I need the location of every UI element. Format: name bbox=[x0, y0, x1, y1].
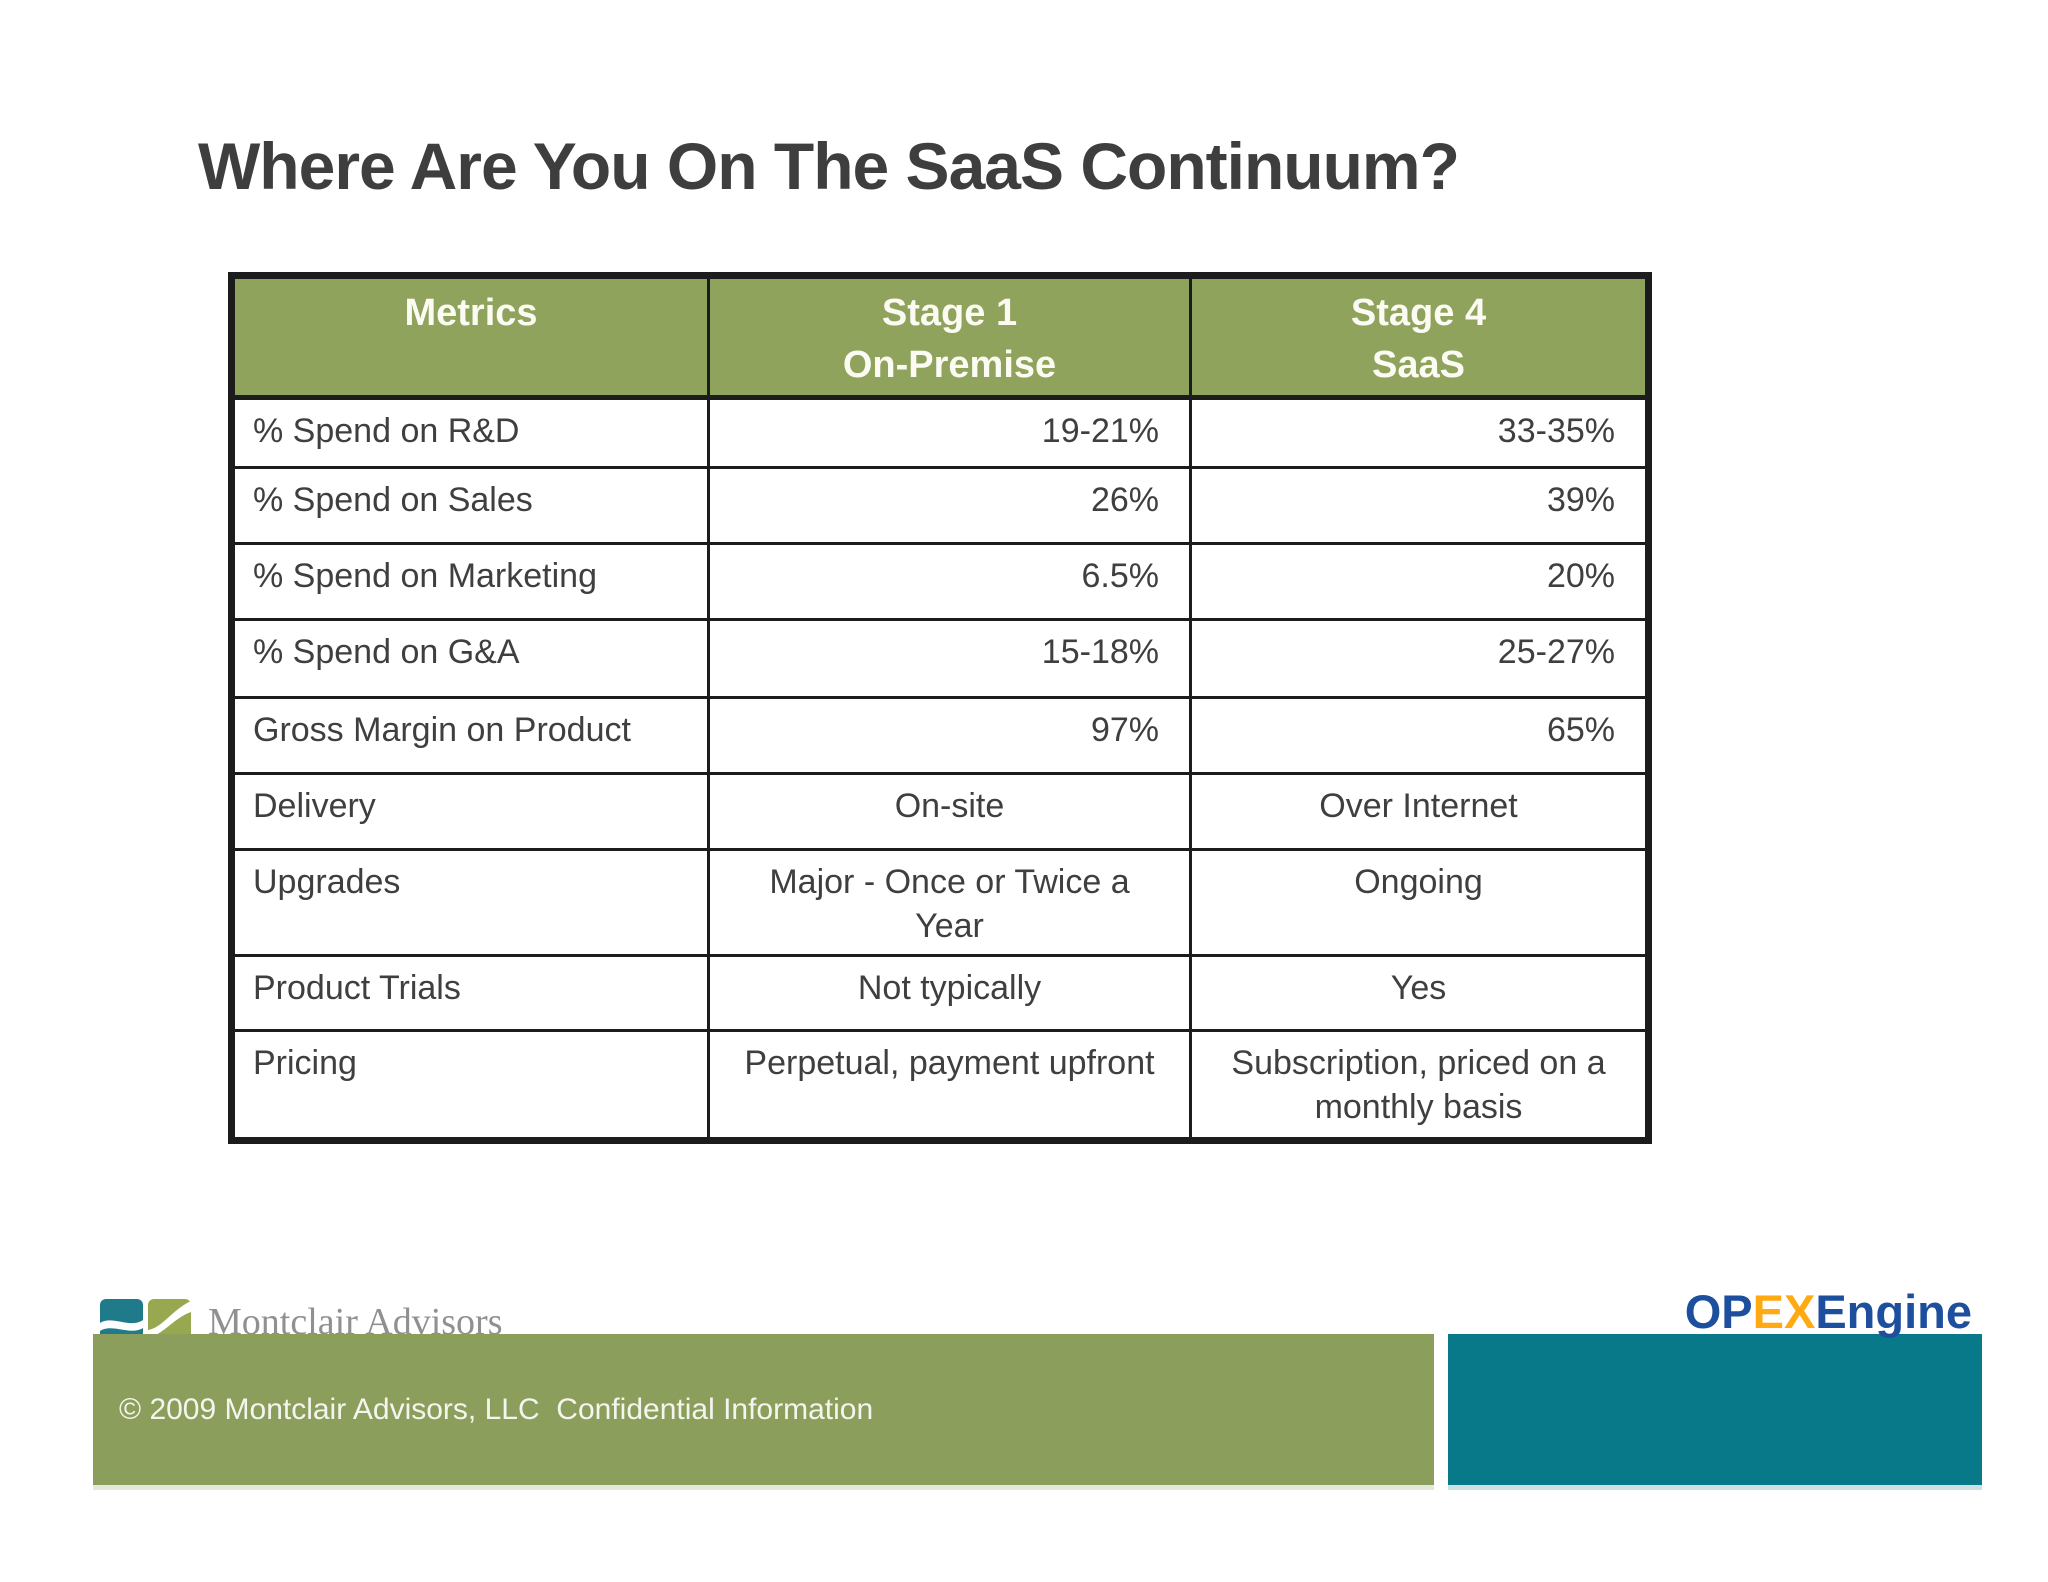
table-row: Delivery On-site Over Internet bbox=[230, 772, 1650, 851]
stage4-value-cell: Yes bbox=[1189, 954, 1650, 1032]
comparison-table-container: Metrics Stage 1 On-Premise Stage 4 SaaS % Sp… bbox=[228, 272, 1652, 1144]
stage4-value-cell: 65% bbox=[1189, 696, 1650, 775]
montclair-logo-icon bbox=[100, 1299, 191, 1345]
table-header-line: Stage 1 bbox=[881, 292, 1018, 334]
stage1-value-cell: Major - Once or Twice a Year bbox=[707, 848, 1192, 957]
opex-logo-part-op: OP bbox=[1684, 1285, 1753, 1338]
table-body: % Spend on R&D 19-21% 33-35%% Spend on Sal… bbox=[230, 396, 1650, 1142]
metric-cell: Delivery bbox=[230, 772, 710, 851]
opexengine-logo: OPEXEngine bbox=[1685, 1284, 1972, 1339]
slide-title: Where Are You On The SaaS Continuum? bbox=[198, 129, 1460, 203]
stage1-value-cell: Perpetual, payment upfront bbox=[707, 1029, 1192, 1142]
metric-cell: % Spend on Marketing bbox=[230, 542, 710, 621]
table-row: Upgrades Major - Once or Twice a Year Ongo… bbox=[230, 848, 1650, 957]
stage4-value-cell: 20% bbox=[1189, 542, 1650, 621]
metric-cell: Upgrades bbox=[230, 848, 710, 957]
stage1-value-cell: Not typically bbox=[707, 954, 1192, 1032]
table-header-line: On-Premise bbox=[842, 344, 1057, 386]
table-row: % Spend on Marketing 6.5% 20% bbox=[230, 542, 1650, 621]
saas-comparison-table: Metrics Stage 1 On-Premise Stage 4 SaaS % Sp… bbox=[228, 272, 1652, 1144]
table-header-line: SaaS bbox=[1372, 344, 1465, 386]
stage1-value-cell: 97% bbox=[707, 696, 1192, 775]
stage1-value-cell: 15-18% bbox=[707, 618, 1192, 699]
table-header-cell: Metrics bbox=[230, 274, 710, 400]
stage4-value-cell: Ongoing bbox=[1189, 848, 1650, 957]
table-row: Gross Margin on Product 97% 65% bbox=[230, 696, 1650, 775]
table-header-cell: Stage 4 SaaS bbox=[1189, 274, 1650, 400]
stage4-value-cell: 25-27% bbox=[1189, 618, 1650, 699]
table-header-line: Metrics bbox=[404, 292, 538, 334]
table-row: % Spend on R&D 19-21% 33-35% bbox=[230, 396, 1650, 469]
table-row: Product Trials Not typically Yes bbox=[230, 954, 1650, 1032]
metric-cell: Product Trials bbox=[230, 954, 710, 1032]
table-header: Metrics Stage 1 On-Premise Stage 4 SaaS bbox=[230, 274, 1650, 400]
metric-cell: % Spend on R&D bbox=[230, 396, 710, 469]
stage4-value-cell: 33-35% bbox=[1189, 396, 1650, 469]
stage1-value-cell: 26% bbox=[707, 466, 1192, 545]
table-header-row: Metrics Stage 1 On-Premise Stage 4 SaaS bbox=[230, 274, 1650, 400]
table-header-line: Stage 4 bbox=[1350, 292, 1487, 334]
opex-logo-part-engine: Engine bbox=[1815, 1285, 1972, 1338]
table-row: % Spend on Sales 26% 39% bbox=[230, 466, 1650, 545]
stage4-value-cell: Subscription, priced on a monthly basis bbox=[1189, 1029, 1650, 1142]
metric-cell: % Spend on Sales bbox=[230, 466, 710, 545]
opex-logo-part-ex: EX bbox=[1752, 1285, 1816, 1338]
table-row: Pricing Perpetual, payment upfront Subscri… bbox=[230, 1029, 1650, 1142]
copyright-text: © 2009 Montclair Advisors, LLC Confident… bbox=[119, 1392, 874, 1426]
table-header-cell: Stage 1 On-Premise bbox=[707, 274, 1192, 400]
footer-teal-bar bbox=[1448, 1334, 1982, 1490]
stage1-value-cell: On-site bbox=[707, 772, 1192, 851]
stage4-value-cell: 39% bbox=[1189, 466, 1650, 545]
table-row: % Spend on G&A 15-18% 25-27% bbox=[230, 618, 1650, 699]
metric-cell: % Spend on G&A bbox=[230, 618, 710, 699]
stage1-value-cell: 19-21% bbox=[707, 396, 1192, 469]
metric-cell: Gross Margin on Product bbox=[230, 696, 710, 775]
footer-green-bar: © 2009 Montclair Advisors, LLC Confident… bbox=[93, 1334, 1434, 1490]
stage1-value-cell: 6.5% bbox=[707, 542, 1192, 621]
stage4-value-cell: Over Internet bbox=[1189, 772, 1650, 851]
metric-cell: Pricing bbox=[230, 1029, 710, 1142]
